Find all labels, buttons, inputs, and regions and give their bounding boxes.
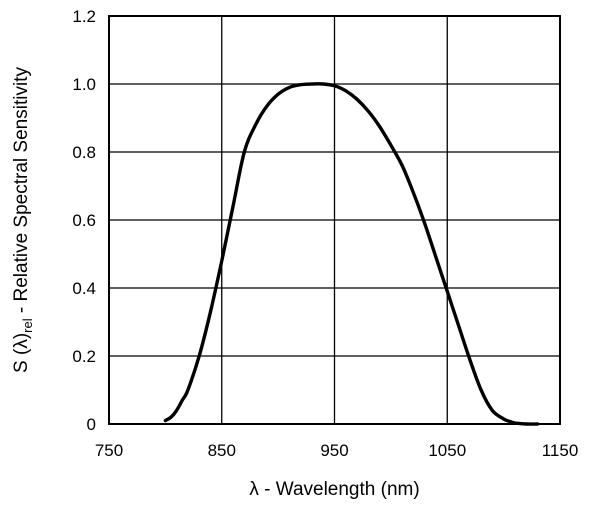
y-tick-label: 0 <box>87 415 96 434</box>
y-axis-label: S (λ)rel - Relative Spectral Sensitivity <box>11 67 35 373</box>
y-axis-label-prefix: S (λ) <box>11 333 32 373</box>
y-tick-label: 0.2 <box>72 347 96 366</box>
y-tick-label: 0.4 <box>72 279 96 298</box>
x-tick-label: 1050 <box>428 441 466 460</box>
x-tick-label: 750 <box>95 441 123 460</box>
sensitivity-curve <box>163 82 540 426</box>
y-axis-ticks: 0 0.2 0.4 0.6 0.8 1.0 1.2 <box>72 7 96 434</box>
y-axis-label-suffix: - Relative Spectral Sensitivity <box>11 67 32 319</box>
y-tick-label: 1.0 <box>72 75 96 94</box>
x-tick-label: 950 <box>320 441 348 460</box>
x-axis-label: λ - Wavelength (nm) <box>249 479 419 500</box>
y-tick-label: 0.6 <box>72 211 96 230</box>
y-tick-label: 0.8 <box>72 143 96 162</box>
y-axis-label-subscript: rel <box>20 318 35 333</box>
x-tick-label: 850 <box>208 441 236 460</box>
y-tick-label: 1.2 <box>72 7 96 26</box>
plot-frame <box>108 15 561 425</box>
grid-lines <box>109 16 560 424</box>
x-tick-label: 1150 <box>542 441 579 460</box>
x-axis-ticks: 750 850 950 1050 1150 <box>95 441 578 460</box>
